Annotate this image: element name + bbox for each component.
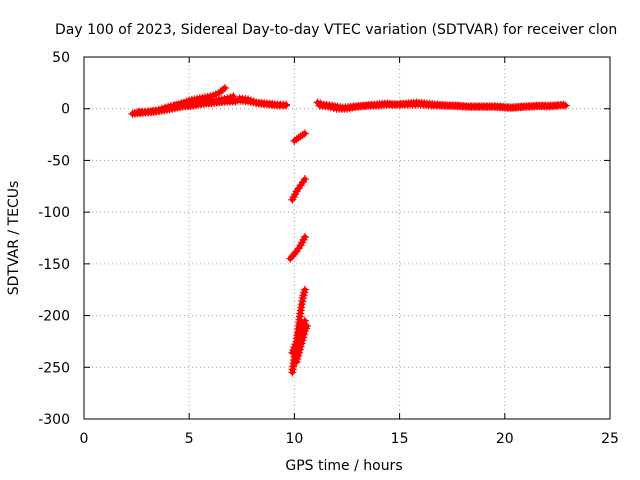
data-point-marker: [220, 84, 229, 93]
data-track: [292, 321, 312, 367]
data-track: [286, 232, 309, 263]
data-point-marker: [300, 285, 309, 294]
y-tick-label: -100: [38, 205, 70, 221]
plot-frame: [83, 56, 611, 420]
data-track: [134, 97, 240, 116]
x-tick-label: 25: [601, 431, 619, 447]
grid-lines: [84, 57, 610, 419]
x-tick-label: 0: [80, 431, 89, 447]
data-series: [128, 84, 570, 377]
data-point-marker: [300, 232, 309, 241]
y-axis-label: SDTVAR / TECUs: [6, 181, 22, 296]
y-tick-label: 0: [61, 102, 70, 118]
data-point-marker: [300, 316, 309, 325]
data-track: [235, 94, 290, 109]
data-point-marker: [561, 101, 570, 110]
x-tick-label: 10: [285, 431, 303, 447]
data-track: [288, 175, 309, 204]
axis-ticks: 0 5 10 15 20 25 -300 -250 -200 -150 -100 -50 0 50: [38, 50, 619, 447]
data-point-marker: [281, 100, 290, 109]
data-track: [290, 129, 309, 145]
y-tick-label: -250: [38, 360, 70, 376]
x-tick-label: 5: [185, 431, 194, 447]
x-tick-label: 15: [391, 431, 409, 447]
chart-title: Day 100 of 2023, Sidereal Day-to-day VTE…: [55, 22, 617, 38]
y-tick-label: -200: [38, 309, 70, 325]
data-point-marker: [231, 97, 240, 106]
data-track: [315, 100, 570, 113]
data-point-marker: [300, 175, 309, 184]
data-point-marker: [303, 321, 312, 330]
data-point-marker: [300, 129, 309, 138]
y-tick-label: -150: [38, 257, 70, 273]
x-tick-label: 20: [496, 431, 514, 447]
x-axis-label: GPS time / hours: [285, 458, 402, 474]
y-tick-label: -300: [38, 412, 70, 428]
y-tick-label: -50: [47, 153, 70, 169]
y-tick-label: 50: [52, 50, 70, 66]
